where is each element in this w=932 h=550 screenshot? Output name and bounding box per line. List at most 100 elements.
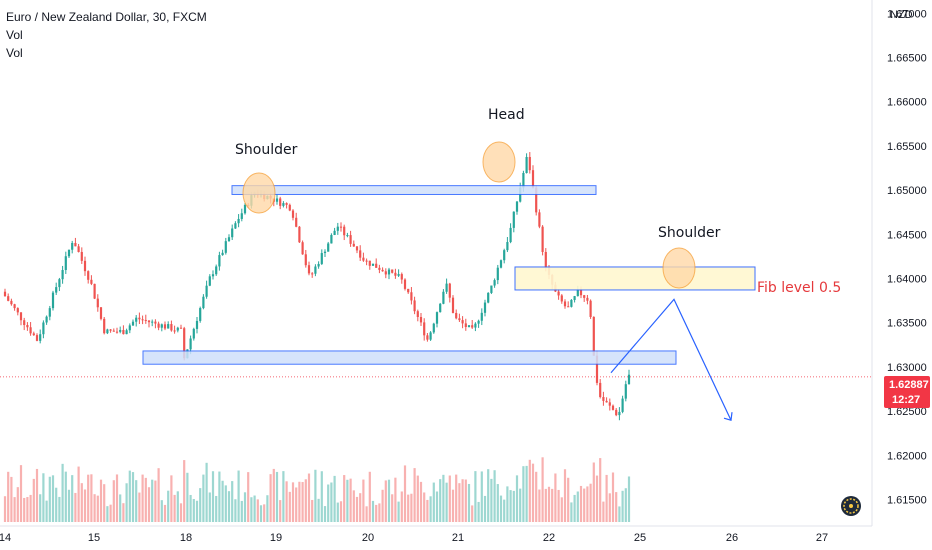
volume-bar-30 [99, 479, 103, 522]
price-axis-unit: NZD [890, 9, 913, 21]
volume-bar-73 [237, 470, 240, 522]
candle-body-48 [157, 323, 160, 328]
symbol-title[interactable]: Euro / New Zealand Dollar, 30, FXCM [6, 10, 207, 24]
volume-bar-134 [432, 482, 435, 522]
volume-bar-114 [368, 471, 371, 522]
candle-body-173 [557, 291, 560, 296]
candle-body-140 [451, 297, 455, 313]
volume-bar-78 [253, 495, 256, 522]
candle-body-115 [371, 263, 375, 266]
volume-bar-80 [259, 505, 263, 522]
head-circle [482, 141, 516, 183]
volume-bar-141 [455, 474, 458, 522]
indicator-label-vol-2[interactable]: Vol [6, 46, 23, 60]
volume-bar-34 [112, 480, 115, 522]
volume-bar-19 [64, 471, 67, 522]
volume-bar-97 [314, 469, 317, 522]
candle-body-43 [141, 319, 144, 321]
volume-bar-107 [346, 479, 349, 522]
candle-body-32 [106, 329, 109, 334]
volume-bar-57 [186, 472, 189, 522]
volume-bar-59 [192, 499, 195, 522]
volume-bar-124 [400, 491, 403, 522]
volume-bar-29 [96, 495, 99, 522]
y-tick-label-5: 1.64500 [887, 229, 927, 241]
volume-bar-14 [48, 476, 51, 522]
volume-bar-55 [179, 503, 183, 522]
candle-body-184 [592, 316, 595, 356]
candle-body-90 [291, 210, 295, 218]
volume-bar-100 [323, 506, 327, 522]
volume-bar-48 [157, 468, 160, 522]
lightbulb-icon[interactable] [841, 496, 861, 516]
volume-bar-81 [263, 504, 266, 522]
x-tick-label-9: 27 [816, 532, 828, 544]
candle-body-74 [240, 213, 243, 219]
candle-body-133 [429, 332, 432, 340]
volume-bar-129 [416, 475, 419, 522]
candle-body-73 [237, 218, 240, 224]
volume-bar-135 [435, 491, 439, 522]
volume-bar-53 [173, 494, 176, 522]
candle-body-62 [202, 296, 205, 309]
volume-bar-60 [195, 500, 199, 522]
volume-bar-28 [93, 494, 96, 522]
x-tick-label-8: 26 [726, 532, 738, 544]
candle-body-41 [135, 317, 138, 322]
volume-bar-35 [115, 474, 119, 522]
candle-body-70 [227, 237, 231, 242]
y-tick-label-9: 1.62500 [887, 406, 927, 418]
candle-body-17 [58, 279, 61, 288]
volume-bar-69 [224, 485, 227, 522]
volume-bar-44 [144, 477, 147, 522]
candle-body-30 [99, 307, 103, 319]
candle-body-154 [496, 267, 499, 281]
candle-body-116 [375, 263, 378, 268]
volume-bar-144 [464, 479, 467, 522]
candle-body-54 [176, 327, 179, 331]
volume-bar-128 [413, 468, 416, 522]
volume-bar-139 [448, 475, 451, 522]
volume-bar-4 [16, 487, 19, 522]
volume-layer [3, 457, 631, 522]
x-tick-label-2: 18 [180, 532, 192, 544]
volume-bar-137 [442, 474, 445, 522]
candle-body-164 [528, 156, 531, 171]
volume-bar-119 [384, 480, 387, 522]
candle-body-160 [515, 201, 519, 212]
candle-body-1 [7, 296, 10, 301]
candle-body-122 [394, 272, 397, 276]
candle-body-99 [320, 253, 323, 264]
candle-body-110 [355, 246, 359, 251]
volume-bar-183 [589, 483, 592, 522]
candle-body-88 [285, 203, 288, 205]
candle-body-189 [608, 402, 611, 406]
volume-bar-127 [410, 493, 413, 522]
volume-bar-154 [496, 484, 499, 522]
volume-bar-175 [563, 469, 567, 522]
candle-body-142 [458, 318, 461, 321]
volume-bar-42 [138, 492, 141, 522]
candle-body-120 [387, 269, 391, 275]
volume-bar-125 [403, 465, 407, 522]
candle-body-192 [618, 411, 621, 416]
volume-bar-108 [349, 478, 352, 522]
candle-body-50 [163, 324, 167, 329]
volume-bar-49 [160, 500, 163, 522]
volume-bar-25 [83, 489, 87, 522]
candle-body-176 [567, 306, 570, 308]
candle-body-168 [541, 226, 544, 252]
candle-body-179 [576, 289, 579, 297]
candle-body-125 [403, 279, 407, 289]
volume-bar-87 [282, 471, 285, 522]
volume-bar-184 [592, 462, 595, 522]
candle-body-121 [391, 269, 394, 273]
volume-bar-26 [87, 474, 90, 522]
volume-bar-110 [355, 496, 359, 522]
volume-bar-9 [32, 478, 35, 522]
volume-bar-56 [183, 460, 186, 522]
candle-body-191 [615, 409, 618, 416]
indicator-label-vol-1[interactable]: Vol [6, 28, 23, 42]
